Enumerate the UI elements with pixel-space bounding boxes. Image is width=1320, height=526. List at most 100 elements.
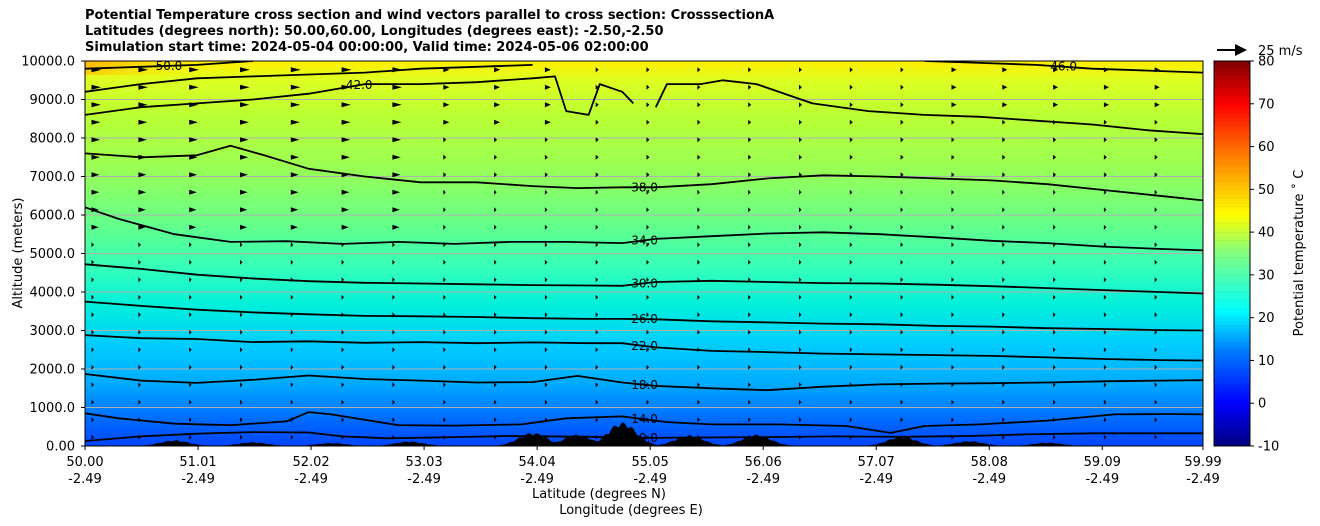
- wind-arrow: [1053, 172, 1057, 178]
- wind-arrow: [951, 207, 954, 213]
- wind-arrow: [1154, 329, 1158, 335]
- wind-arrow: [1002, 172, 1006, 178]
- wind-arrow: [544, 84, 551, 90]
- wind-arrow: [138, 329, 141, 335]
- wind-arrow: [646, 224, 649, 230]
- x-tick-label-lon: -2.49: [407, 472, 441, 487]
- wind-arrow: [494, 67, 501, 73]
- contour-label: 46.0: [1050, 60, 1077, 74]
- wind-arrow: [1154, 417, 1158, 423]
- wind-arrow: [290, 364, 294, 370]
- wind-arrow: [748, 67, 752, 73]
- wind-arrow: [1154, 84, 1160, 90]
- wind-arrow: [900, 329, 904, 335]
- wind-arrow: [189, 364, 192, 370]
- contour-labels: 10.0 14.0 18.0 22.0 26.0 30.0 34.0 38.0 42.0 46.0…: [156, 59, 1077, 445]
- x-tick-label-lat: 57.07: [858, 455, 895, 470]
- wind-arrow: [494, 242, 497, 248]
- wind-arrow: [240, 224, 248, 230]
- wind-arrow: [443, 329, 446, 335]
- wind-arrow: [240, 417, 243, 423]
- wind-arrow: [494, 207, 497, 213]
- wind-arrow: [189, 259, 192, 265]
- contour-line-50: [85, 61, 253, 70]
- wind-arrow: [646, 67, 650, 73]
- wind-arrow: [138, 137, 147, 143]
- wind-arrow: [849, 154, 853, 160]
- wind-arrow: [290, 172, 299, 178]
- wind-arrow: [341, 137, 351, 143]
- wind-arrow: [494, 294, 497, 300]
- wind-arrow: [240, 189, 248, 195]
- wind-arrow: [392, 242, 395, 248]
- contour-line-10: [85, 431, 1203, 442]
- wind-arrow: [91, 329, 94, 335]
- wind-arrow: [849, 224, 853, 230]
- wind-arrow: [951, 364, 954, 370]
- wind-arrow: [799, 347, 802, 353]
- wind-arrow: [494, 137, 498, 143]
- grid-lines: [85, 99, 1203, 408]
- wind-arrow: [341, 294, 345, 300]
- wind-arrow: [748, 364, 751, 370]
- x-tick-label-lat: 55.05: [632, 455, 669, 470]
- wind-arrow: [900, 259, 904, 265]
- wind-arrow: [1053, 347, 1056, 353]
- y-tick-label: 1000.0: [30, 401, 76, 416]
- wind-arrow: [1154, 242, 1158, 248]
- wind-arrow: [595, 137, 599, 143]
- y-axis-ticks: 0.00 1000.0 2000.0 3000.0 4000.0 5000.0 6000.0…: [21, 55, 85, 455]
- wind-arrow: [544, 189, 548, 195]
- wind-arrow: [1002, 312, 1005, 318]
- wind-arrow: [595, 294, 599, 300]
- wind-arrow: [595, 329, 599, 335]
- wind-arrow: [138, 312, 141, 318]
- wind-arrow: [748, 224, 751, 230]
- wind-arrow: [1103, 224, 1107, 230]
- wind-arrow: [951, 172, 955, 178]
- wind-arrow: [91, 294, 94, 300]
- wind-arrow: [1103, 137, 1107, 143]
- wind-arrow: [849, 137, 853, 143]
- wind-arrow: [900, 242, 904, 248]
- wind-arrow: [697, 84, 701, 90]
- wind-arrow: [341, 189, 350, 195]
- wind-arrow: [1103, 102, 1109, 108]
- wind-arrow: [138, 259, 141, 265]
- wind-arrow: [595, 154, 599, 160]
- terrain-silhouette: [85, 422, 1203, 446]
- wind-arrow: [290, 224, 298, 230]
- wind-arrow: [544, 102, 551, 108]
- wind-arrow: [595, 277, 599, 283]
- x-tick-label-lon: -2.49: [972, 472, 1006, 487]
- wind-arrow: [748, 417, 751, 423]
- wind-arrow: [1002, 84, 1008, 90]
- wind-arrow: [392, 329, 395, 335]
- wind-arrow: [900, 417, 904, 423]
- wind-arrow: [138, 399, 141, 405]
- wind-arrow: [189, 329, 192, 335]
- wind-arrow: [697, 224, 700, 230]
- wind-arrow: [697, 329, 700, 335]
- contour-line-34: [85, 206, 1203, 252]
- y-tick-label: 10000.0: [21, 55, 75, 70]
- chart-title: Potential Temperature cross section and …: [85, 8, 774, 56]
- y-tick-label: 9000.0: [30, 93, 76, 108]
- wind-arrow: [799, 277, 802, 283]
- wind-arrow: [290, 119, 300, 125]
- wind-arrow: [951, 189, 954, 195]
- wind-arrow: [91, 259, 94, 265]
- wind-arrow: [799, 329, 802, 335]
- wind-arrow: [392, 259, 395, 265]
- wind-arrow: [138, 347, 141, 353]
- y-tick-label: 0.00: [46, 440, 75, 455]
- wind-arrow: [494, 347, 497, 353]
- wind-arrow: [544, 277, 548, 283]
- wind-arrow: [1002, 207, 1005, 213]
- wind-arrow: [443, 417, 446, 423]
- wind-arrow: [1053, 67, 1059, 73]
- wind-arrow: [290, 242, 294, 248]
- wind-arrow: [189, 417, 192, 423]
- x-tick-label-lat: 56.06: [745, 455, 782, 470]
- contour-lines: [85, 61, 1203, 442]
